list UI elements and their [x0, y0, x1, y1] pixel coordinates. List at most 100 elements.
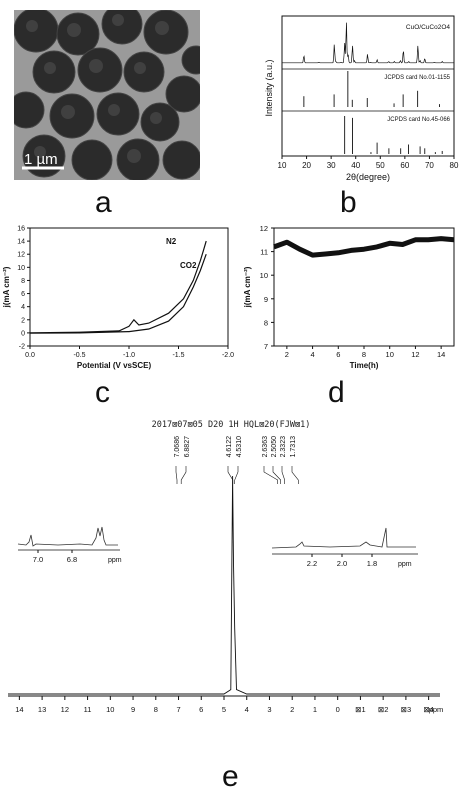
nmr-peak-label: 2.5050 — [271, 436, 278, 458]
nmr-x-tick-label: 11 — [84, 705, 92, 714]
nmr-x-tick-label: 6 — [199, 705, 203, 714]
lsv-y-tick-label: 4 — [21, 304, 25, 311]
lsv-legend-co2: CO2 — [180, 261, 197, 270]
nmr-x-tick-label: 7 — [176, 705, 180, 714]
nmr-peak-marker — [291, 466, 299, 484]
panel-label-e: e — [222, 760, 239, 793]
nmr-peak-marker — [227, 466, 234, 484]
xrd-x-tick-label: 20 — [302, 161, 311, 170]
panel-label-d: d — [328, 376, 345, 409]
xrd-series-label-2: JCPDS card No.01-1155 — [384, 75, 450, 81]
nmr-spectrum-line — [8, 475, 440, 695]
nmr-x-tick-label: 0 — [336, 705, 340, 714]
nmr-peak-marker — [175, 466, 178, 484]
lsv-x-tick-label: -2.0 — [222, 352, 234, 359]
stability-line — [273, 236, 455, 258]
panel-label-a: a — [95, 186, 112, 219]
nmr-peak-label: 4.6122 — [226, 436, 233, 458]
lsv-y-tick-label: 2 — [21, 317, 25, 324]
lsv-chart: 0.0 -0.5 -1.0 -1.5 -2.0 -2 0 2 4 6 8 10 12 14 16 N2 CO… — [2, 226, 234, 371]
scale-bar-label: 1 µm — [24, 151, 58, 168]
lsv-y-tick-label: 0 — [21, 330, 25, 337]
stab-x-tick-label: 12 — [411, 350, 419, 359]
nmr-x-tick-label: 13 — [38, 705, 46, 714]
xrd-x-tick-label: 30 — [327, 161, 336, 170]
lsv-x-tick-label: -0.5 — [73, 352, 85, 359]
stab-x-tick-label: 8 — [362, 350, 366, 359]
nmr-x-tick-label: 8 — [154, 705, 158, 714]
lsv-x-label: Potential (V vsSCE) — [77, 361, 152, 370]
lsv-y-tick-label: 14 — [17, 239, 25, 246]
stability-chart: 2 4 6 8 10 12 14 7 8 9 10 11 12 j(mA cm⁻²) Time(h) — [243, 224, 455, 370]
xrd-y-label: Intensity (a.u.) — [264, 59, 274, 116]
nmr-x-tick-label: 14 — [15, 705, 23, 714]
lsv-y-tick-label: 8 — [21, 278, 25, 285]
nmr-inset-right: 2.2 2.0 1.8 ppm — [271, 527, 418, 568]
nmr-peak-label: 2.3323 — [280, 436, 287, 458]
nmr-peak-label: 7.0686 — [174, 436, 181, 458]
nmr-axis-unit: ppm — [429, 705, 444, 714]
nmr-x-tick-label: 12 — [61, 705, 69, 714]
lsv-y-tick-label: 12 — [17, 252, 25, 259]
lsv-y-tick-label: -2 — [19, 344, 25, 351]
panel-label-b: b — [340, 186, 357, 219]
nmr-x-tick-label: ⊠1 — [355, 705, 365, 714]
nmr-x-tick-label: 3 — [267, 705, 271, 714]
lsv-y-tick-label: 16 — [17, 226, 25, 233]
sem-micrograph: 1 µm — [7, 3, 211, 182]
panel-label-c: c — [95, 376, 110, 409]
xrd-x-tick-label: 70 — [425, 161, 434, 170]
nmr-x-tick-label: 9 — [131, 705, 135, 714]
stab-y-tick-label: 11 — [260, 248, 268, 257]
nmr-x-tick-label: 4 — [245, 705, 249, 714]
nmr-peak-label: 2.6363 — [262, 436, 269, 458]
stab-x-tick-label: 10 — [386, 350, 394, 359]
nmr-x-tick-label: 5 — [222, 705, 226, 714]
stab-x-tick-label: 14 — [437, 350, 445, 359]
xrd-series-label-1: CuO/CuCo2O4 — [406, 24, 450, 31]
lsv-n2-line — [29, 240, 207, 334]
xrd-x-tick-label: 40 — [351, 161, 360, 170]
nmr-peak-label: 6.8827 — [184, 436, 191, 458]
nmr-peak-marker — [281, 466, 285, 484]
nmr-x-tick-label: 1 — [313, 705, 317, 714]
nmr-x-tick-label: ⊠2 — [378, 705, 388, 714]
lsv-co2-line — [29, 253, 207, 334]
nmr-x-tick-label: ⊠3 — [401, 705, 411, 714]
xrd-x-tick-label: 10 — [278, 161, 287, 170]
stab-x-tick-label: 2 — [285, 350, 289, 359]
lsv-x-tick-label: -1.5 — [172, 352, 184, 359]
inset-left-unit: ppm — [108, 557, 122, 564]
xrd-x-label: 2θ(degree) — [346, 172, 390, 182]
nmr-peak-marker — [263, 466, 278, 484]
stab-x-tick-label: 4 — [310, 350, 314, 359]
stab-y-tick-label: 9 — [264, 295, 268, 304]
nmr-peak-marker — [234, 466, 239, 484]
lsv-y-label: j(mA cm⁻²) — [2, 266, 11, 308]
inset-right-tick-1: 2.2 — [307, 559, 317, 568]
nmr-inset-left: 7.0 6.8 ppm — [17, 526, 122, 564]
stab-y-tick-label: 12 — [260, 224, 268, 233]
stab-x-label: Time(h) — [350, 361, 379, 370]
lsv-x-tick-label: -1.0 — [123, 352, 135, 359]
nmr-peak-marker — [272, 466, 281, 484]
inset-right-unit: ppm — [398, 561, 412, 568]
nmr-chart: 7.0686 6.8827 4.6122 4.5310 2.6363 2.5050 2.33… — [8, 436, 444, 714]
nmr-x-tick-label: 2 — [290, 705, 294, 714]
nmr-peak-label: 4.5310 — [236, 436, 243, 458]
xrd-x-tick-label: 80 — [450, 161, 459, 170]
inset-left-tick-2: 6.8 — [67, 555, 77, 564]
stab-y-label: j(mA cm⁻²) — [243, 266, 252, 308]
xrd-x-tick-label: 60 — [400, 161, 409, 170]
stab-y-tick-label: 8 — [264, 318, 268, 327]
lsv-x-tick-label: 0.0 — [25, 352, 35, 359]
inset-right-tick-2: 2.0 — [337, 559, 347, 568]
nmr-peak-marker — [180, 466, 187, 484]
stab-y-tick-label: 7 — [264, 342, 268, 351]
lsv-y-tick-label: 6 — [21, 291, 25, 298]
nmr-x-tick-label: ⊠4 — [423, 705, 433, 714]
lsv-legend-n2: N2 — [166, 237, 177, 246]
nmr-header: 2017⊠07⊠05 D20 1H HQL⊠20(FJW⊠1) — [151, 420, 311, 430]
xrd-x-tick-label: 50 — [376, 161, 385, 170]
stab-x-tick-label: 6 — [336, 350, 340, 359]
